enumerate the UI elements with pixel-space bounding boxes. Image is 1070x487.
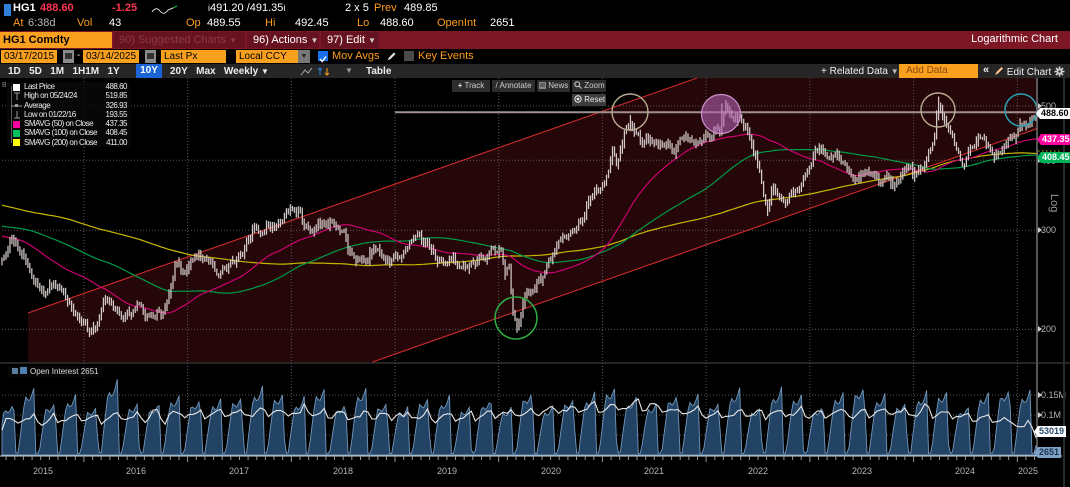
- svg-text:2021: 2021: [644, 466, 664, 476]
- svg-text:2015: 2015: [33, 466, 53, 476]
- svg-text:0.15M: 0.15M: [1041, 390, 1066, 400]
- svg-text:500: 500: [1041, 101, 1056, 111]
- svg-text:200: 200: [1041, 324, 1056, 334]
- svg-text:2018: 2018: [333, 466, 353, 476]
- svg-text:2020: 2020: [541, 466, 561, 476]
- svg-text:0.1M: 0.1M: [1041, 410, 1061, 420]
- svg-text:2016: 2016: [126, 466, 146, 476]
- svg-text:300: 300: [1041, 225, 1056, 235]
- svg-text:2024: 2024: [955, 466, 975, 476]
- svg-text:Log: Log: [1048, 194, 1060, 212]
- svg-text:2017: 2017: [229, 466, 249, 476]
- svg-text:2025: 2025: [1018, 466, 1038, 476]
- svg-text:2023: 2023: [852, 466, 872, 476]
- svg-text:2022: 2022: [748, 466, 768, 476]
- svg-text:2019: 2019: [437, 466, 457, 476]
